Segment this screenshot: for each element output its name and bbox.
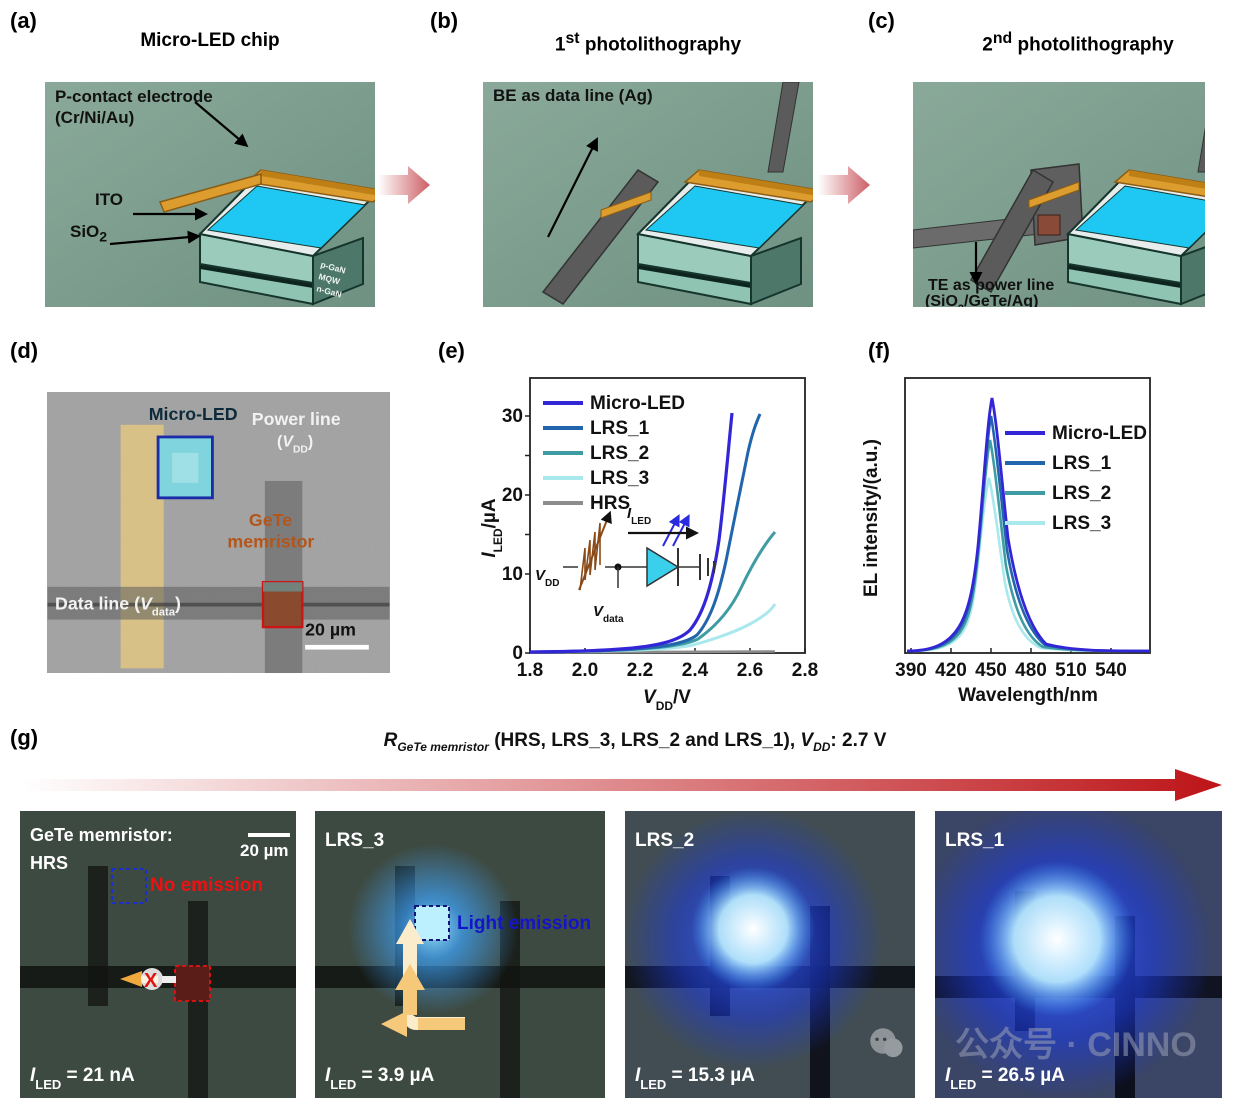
svg-text:LRS_2: LRS_2 [635,830,694,851]
svg-text:LRS_3: LRS_3 [590,468,649,489]
svg-text:510: 510 [1055,660,1087,681]
svg-text:LRS_1: LRS_1 [945,830,1005,851]
svg-text:LRS_1: LRS_1 [590,418,650,439]
svg-text:memristor: memristor [227,531,314,551]
svg-text:2.8: 2.8 [792,660,818,681]
svg-text:20: 20 [502,485,523,506]
svg-text:30: 30 [502,406,523,427]
svg-text:LRS_2: LRS_2 [590,443,649,464]
svg-text:(SiO2/GeTe/Ag): (SiO2/GeTe/Ag) [925,293,1038,307]
svg-text:20 µm: 20 µm [240,841,289,860]
svg-text:GeTe memristor:: GeTe memristor: [30,825,173,845]
svg-text:420: 420 [935,660,967,681]
svg-text:GeTe: GeTe [249,510,292,530]
svg-text:390: 390 [895,660,927,681]
svg-text:LRS_3: LRS_3 [1052,513,1111,534]
svg-text:20 µm: 20 µm [305,620,356,640]
svg-text:10: 10 [502,564,523,585]
svg-text:Light emission: Light emission [457,913,591,934]
svg-text:2.4: 2.4 [682,660,709,681]
svg-text:Wavelength/nm: Wavelength/nm [958,685,1098,706]
svg-text:Micro-LED: Micro-LED [590,393,685,414]
svg-text:LRS_1: LRS_1 [1052,453,1112,474]
svg-text:2.0: 2.0 [572,660,598,681]
svg-text:EL intensity/(a.u.): EL intensity/(a.u.) [863,439,882,597]
svg-text:VDD/V: VDD/V [643,687,691,713]
svg-text:TE as power line: TE as power line [928,277,1054,294]
svg-text:2.6: 2.6 [737,660,763,681]
svg-text:Micro-LED: Micro-LED [1052,423,1147,444]
svg-text:公众号 · CINNO: 公众号 · CINNO [955,1026,1197,1064]
svg-text:No emission: No emission [150,875,263,896]
svg-text:2.2: 2.2 [627,660,653,681]
svg-text:450: 450 [975,660,1007,681]
svg-text:Power line: Power line [252,409,341,429]
svg-text:540: 540 [1095,660,1127,681]
svg-text:ILED/µA: ILED/µA [479,498,505,558]
svg-text:X: X [144,970,158,992]
svg-text:HRS: HRS [30,853,68,873]
svg-text:480: 480 [1015,660,1047,681]
svg-text:HRS: HRS [590,493,630,514]
svg-text:LRS_2: LRS_2 [1052,483,1111,504]
svg-text:Micro-LED: Micro-LED [149,404,238,424]
svg-text:LRS_3: LRS_3 [325,830,384,851]
svg-text:1.8: 1.8 [517,660,543,681]
